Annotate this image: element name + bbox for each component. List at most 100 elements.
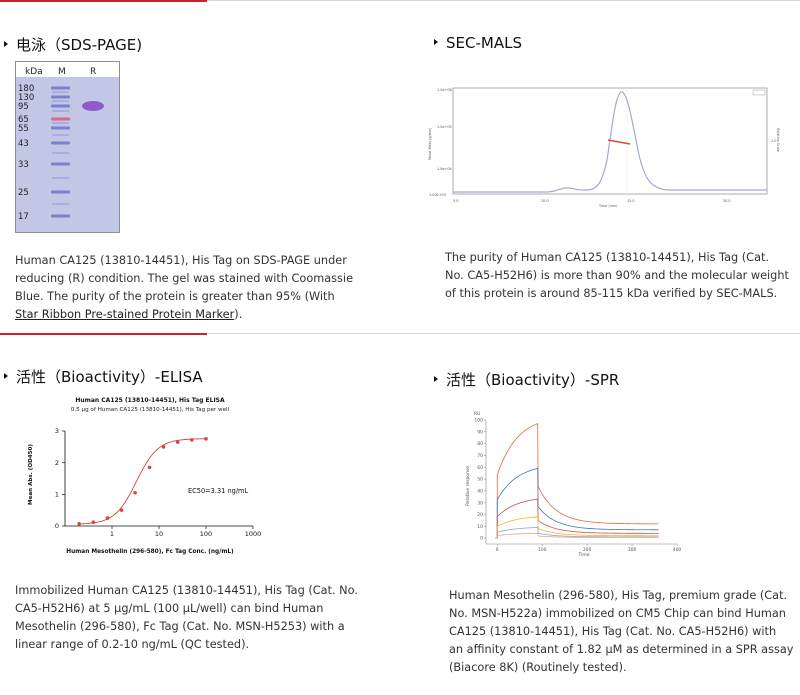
gel-marker-band	[51, 126, 70, 130]
elisa-chart-title: Human CA125 (13810-14451), His Tag ELISA	[75, 397, 225, 404]
spr-y-tick-label: 10	[477, 524, 483, 530]
gel-marker-label: 65	[18, 115, 29, 125]
spr-y-unit: RU	[474, 411, 480, 417]
elisa-desc-line: Mesothelin (296-580), Fc Tag (Cat. No. M…	[15, 620, 345, 633]
gel-faint-band	[52, 100, 69, 102]
spr-title: 活性（Bioactivity）-SPR	[446, 371, 620, 389]
secmals-title: SEC-MALS	[446, 34, 522, 52]
gel-marker-band	[51, 86, 70, 90]
svg-text:Molar Mass (g/mol): Molar Mass (g/mol)	[428, 127, 432, 160]
secmals-desc-line: The purity of Human CA125 (13810-14451),…	[445, 251, 770, 264]
elisa-heading: 活性（Bioactivity）-ELISA	[4, 366, 203, 387]
spr-sensorgram-curve	[494, 516, 659, 539]
elisa-chart: Human CA125 (13810-14451), His Tag ELISA…	[25, 393, 265, 565]
gel-faint-band	[52, 134, 69, 136]
elisa-desc-line: CA5-H52H6) at 5 μg/mL (100 μL/well) can …	[15, 602, 324, 615]
secmals-desc-line: of this protein is around 85-115 kDa ver…	[445, 287, 778, 300]
elisa-y-tick-label: 2	[55, 459, 59, 467]
spr-y-tick-label: 20	[477, 512, 483, 518]
elisa-chart-subtitle: 0.5 μg of Human CA125 (13810-14451), His…	[71, 407, 230, 413]
spr-x-tick-label: 300	[628, 547, 637, 553]
gel-marker-label: 95	[18, 102, 29, 112]
svg-text:5.0: 5.0	[453, 199, 458, 203]
sds-description: Human CA125 (13810-14451), His Tag on SD…	[15, 252, 375, 324]
middle-divider	[0, 333, 800, 334]
gel-marker-band	[51, 117, 70, 121]
svg-text:15.0: 15.0	[627, 199, 635, 203]
gel-lane-r-label: R	[90, 67, 96, 77]
elisa-x-tick-label: 100	[200, 530, 212, 538]
sds-desc-tail: ).	[234, 308, 243, 321]
top-accent-bar	[0, 0, 207, 2]
svg-text:1.00E+03: 1.00E+03	[429, 193, 446, 197]
spr-y-tick-label: 80	[477, 441, 483, 447]
spr-desc-line: No. MSN-H522a) immobilized on CM5 Chip c…	[449, 607, 786, 620]
gel-marker-band	[51, 214, 70, 218]
gel-marker-band	[51, 104, 70, 108]
elisa-x-tick-label: 1	[110, 530, 114, 538]
sds-desc-line: reducing (R) condition. The gel was stai…	[15, 272, 354, 285]
spr-sensorgram-curve	[494, 498, 659, 539]
spr-x-tick-label: 100	[538, 547, 547, 553]
elisa-x-axis-label: Human Mesothelin (296-580), Fc Tag Conc.…	[66, 549, 234, 555]
spr-y-tick-label: 50	[477, 477, 483, 483]
spr-y-tick-label: 30	[477, 500, 483, 506]
sds-desc-line: Human CA125 (13810-14451), His Tag on SD…	[15, 254, 347, 267]
spr-y-tick-label: 100	[474, 418, 483, 424]
triangle-bullet-icon	[434, 375, 438, 382]
svg-text:1.0e+05: 1.0e+05	[437, 125, 452, 129]
sds-desc-line: Blue. The purity of the protein is great…	[15, 290, 335, 303]
elisa-description: Immobilized Human CA125 (13810-14451), H…	[15, 582, 385, 654]
triangle-bullet-icon	[434, 38, 438, 45]
elisa-data-point	[119, 508, 124, 512]
elisa-data-point	[175, 440, 180, 444]
svg-text:20.0: 20.0	[723, 199, 731, 203]
elisa-data-point	[105, 516, 110, 520]
gel-marker-band	[51, 162, 70, 166]
gel-faint-band	[52, 122, 69, 124]
spr-chart: RU Relative response Time 0 10 20 30 40 50 60 7…	[462, 408, 690, 564]
spr-desc-line: CA125 (13810-14451), His Tag (Cat. No. C…	[449, 625, 777, 638]
gel-faint-band	[52, 91, 69, 93]
gel-marker-label: 25	[18, 188, 29, 198]
spr-y-tick-label: 70	[477, 453, 483, 459]
spr-sensorgram-curve	[494, 422, 659, 539]
sample-protein-band	[82, 101, 104, 111]
svg-text:1.0e+06: 1.0e+06	[437, 88, 452, 92]
top-divider	[0, 0, 800, 1]
svg-text:1.0e+04: 1.0e+04	[437, 167, 452, 171]
gel-marker-label: 180	[18, 84, 34, 94]
spr-desc-line: Human Mesothelin (296-580), His Tag, pre…	[449, 589, 788, 602]
svg-text:1.0: 1.0	[771, 139, 776, 143]
gel-faint-band	[52, 110, 69, 112]
spr-y-tick-label: 0	[480, 536, 483, 542]
svg-text:10.0: 10.0	[541, 199, 549, 203]
elisa-y-tick-label: 3	[55, 427, 59, 435]
elisa-data-point	[91, 520, 96, 524]
gel-marker-label: 130	[18, 93, 34, 103]
elisa-fit-curve	[79, 438, 207, 525]
gel-lane-m-label: M	[58, 67, 66, 77]
triangle-bullet-icon	[4, 372, 8, 379]
spr-sensorgram-curve	[494, 532, 659, 539]
secmals-desc-line: No. CA5-H52H6) is more than 90% and the …	[445, 269, 789, 282]
spr-x-tick-label: 400	[673, 547, 682, 553]
elisa-y-tick-label: 1	[55, 491, 59, 499]
secmals-description: The purity of Human CA125 (13810-14451),…	[445, 249, 795, 303]
spr-x-axis-label: Time	[577, 552, 589, 558]
marker-product-link[interactable]: Star Ribbon Pre-stained Protein Marker	[15, 308, 235, 321]
elisa-y-tick-label: 0	[55, 522, 59, 530]
spr-x-tick-label: 0	[496, 547, 499, 553]
spr-y-axis-label: Relative response	[465, 466, 471, 506]
gel-unit-label: kDa	[25, 67, 43, 77]
gel-marker-band	[51, 190, 70, 194]
elisa-data-point	[77, 521, 81, 526]
middle-accent-bar	[0, 333, 207, 335]
gel-marker-band	[51, 95, 70, 99]
secmals-chart: 1.0e+06 1.0e+05 1.0e+04 1.00E+03 5.0 10.…	[427, 80, 782, 216]
triangle-bullet-icon	[4, 40, 8, 47]
elisa-ec50-annotation: EC50=3.31 ng/mL	[188, 487, 248, 495]
spr-description: Human Mesothelin (296-580), His Tag, pre…	[449, 587, 799, 677]
elisa-data-point	[161, 445, 166, 449]
spr-heading: 活性（Bioactivity）-SPR	[434, 369, 619, 390]
